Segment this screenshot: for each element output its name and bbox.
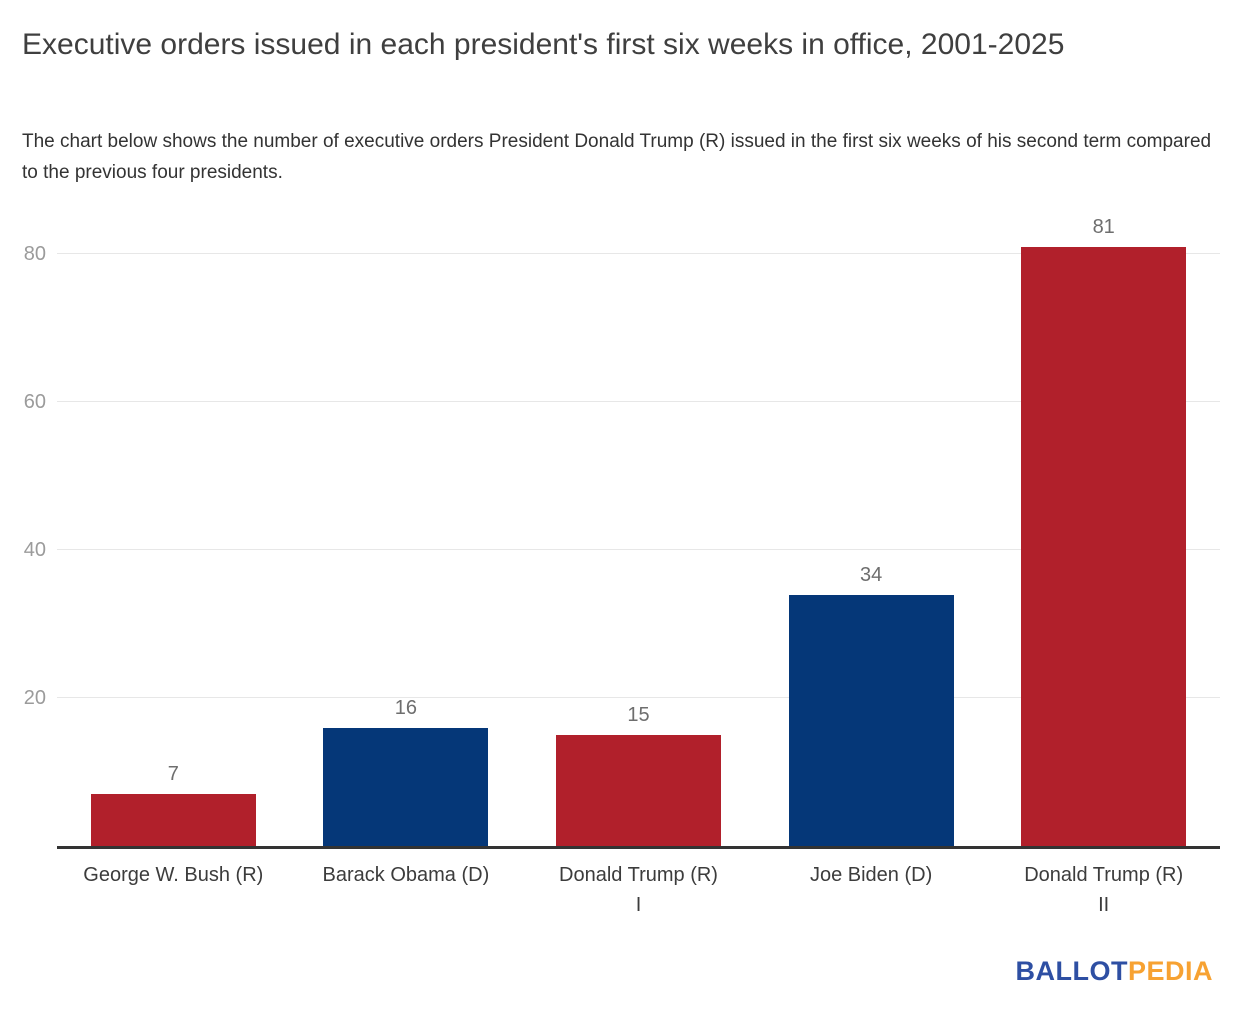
y-tick-label: 60 xyxy=(23,391,46,414)
bar-chart: 7 16 15 34 81 20 40 60 80 George W. Bush (R) Bara… xyxy=(0,210,1240,930)
gridline xyxy=(57,253,1220,255)
bar xyxy=(788,594,954,846)
bar xyxy=(323,727,489,846)
ballotpedia-logo: BALLOTPEDIA xyxy=(1015,956,1213,987)
bar-value-label: 16 xyxy=(394,696,418,719)
y-tick-label: 40 xyxy=(23,539,46,562)
page-title: Executive orders issued in each presiden… xyxy=(22,28,1065,61)
bar-value-label: 34 xyxy=(859,563,883,586)
x-category-label-line: Joe Biden (D) xyxy=(809,864,933,886)
y-tick-label: 80 xyxy=(23,243,46,266)
logo-ballot: BALLOT xyxy=(1015,956,1128,986)
x-axis-line xyxy=(57,846,1220,849)
x-category-label-line: George W. Bush (R) xyxy=(83,864,264,886)
x-category-label-line: Donald Trump (R) xyxy=(1024,864,1184,886)
bar-value-label: 15 xyxy=(627,704,650,727)
x-category-label-line: I xyxy=(635,894,642,916)
x-category-label: Barack Obama (D) xyxy=(290,860,523,890)
x-category-label-line: Donald Trump (R) xyxy=(559,864,718,886)
bar-value-label: 81 xyxy=(1092,215,1115,238)
x-category-label: Donald Trump (R) II xyxy=(987,860,1220,920)
y-tick-label: 20 xyxy=(23,687,46,710)
bar-value-label: 7 xyxy=(167,763,179,786)
x-category-label: Donald Trump (R) I xyxy=(522,860,755,920)
bar xyxy=(556,735,721,846)
x-category-label-line: II xyxy=(1098,894,1110,916)
plot-area: 7 16 15 34 81 xyxy=(57,210,1220,846)
gridline xyxy=(57,401,1220,403)
x-category-label-line: Barack Obama (D) xyxy=(322,864,490,886)
page-subtitle: The chart below shows the number of exec… xyxy=(22,131,1212,183)
bar xyxy=(90,794,256,846)
x-category-label: Joe Biden (D) xyxy=(755,860,988,890)
logo-pedia: PEDIA xyxy=(1127,956,1213,986)
gridline xyxy=(57,697,1220,699)
x-category-label: George W. Bush (R) xyxy=(57,860,290,890)
gridline xyxy=(57,549,1220,551)
bar xyxy=(1021,246,1187,846)
